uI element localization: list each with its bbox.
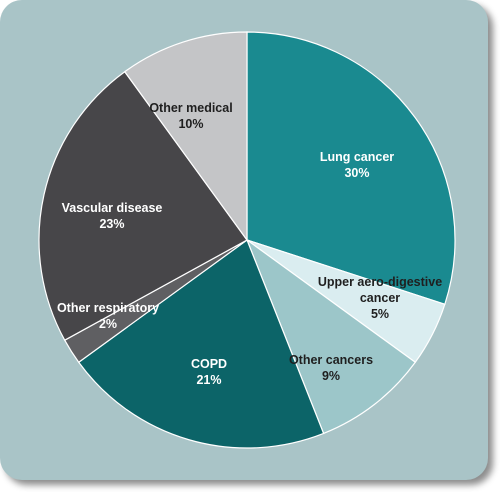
pie-slice-copd: [77, 239, 325, 449]
pie-slice-lung-cancer: [246, 31, 456, 306]
pie-slice-other-cancers: [245, 238, 417, 435]
slice-label-other-medical: Other medical 10%: [149, 101, 232, 131]
slice-label-other-cancers: Other cancers 9%: [289, 353, 373, 383]
slice-label-copd: COPD 21%: [191, 357, 227, 387]
pie-slice-other-medical: [123, 31, 248, 242]
slice-label-lung-cancer: Lung cancer 30%: [320, 150, 394, 180]
slice-label-upper-aero-digestive-cancer: Upper aero-digestive cancer 5%: [318, 275, 442, 321]
pie-slice-vascular-disease: [38, 70, 248, 342]
pie-chart: Lung cancer 30% Upper aero-digestive cancer…: [38, 31, 456, 449]
slice-label-vascular-disease: Vascular disease 23%: [62, 201, 163, 231]
slice-label-other-respiratory: Other respiratory 2%: [57, 301, 159, 331]
